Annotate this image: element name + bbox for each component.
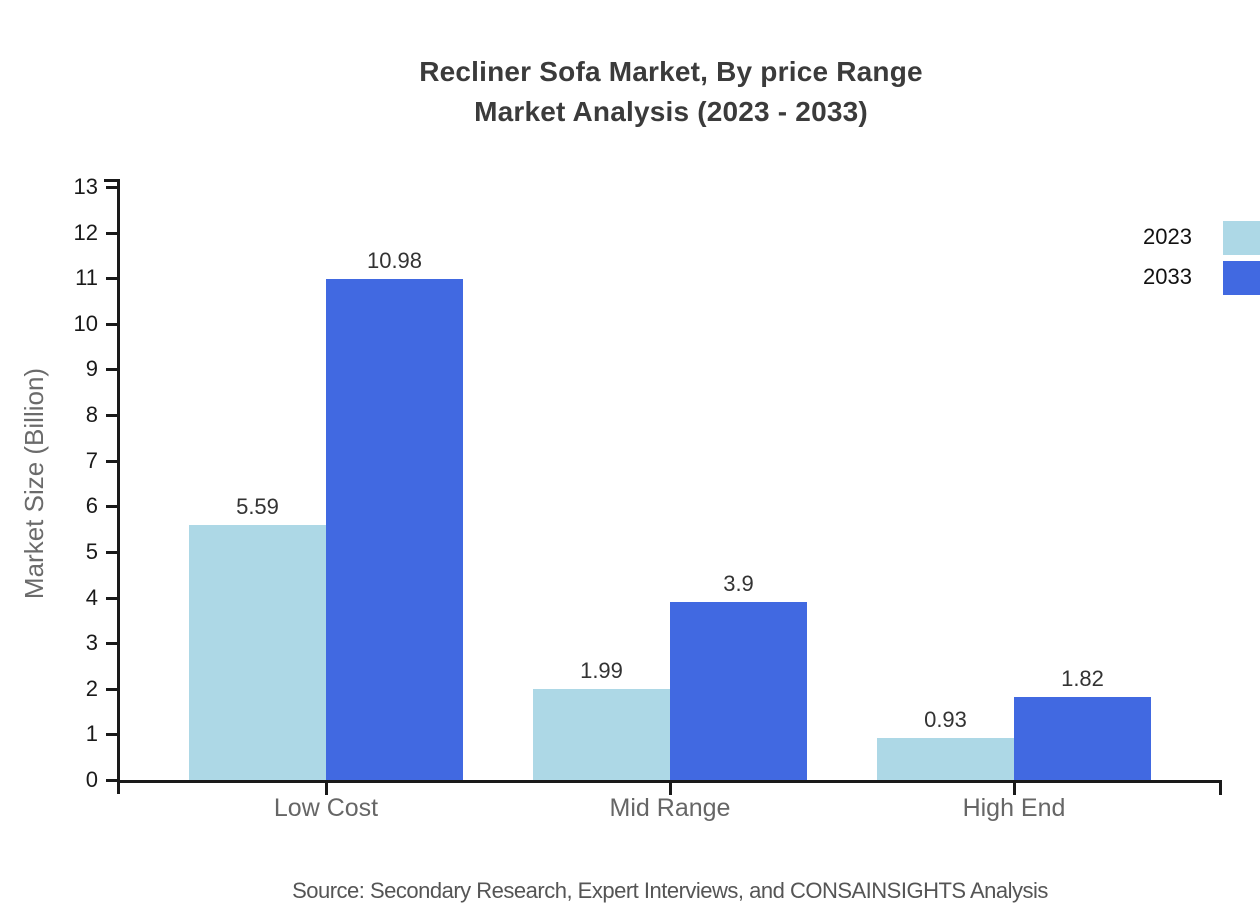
source-attribution: Source: Secondary Research, Expert Inter…	[292, 878, 1048, 903]
y-tick-8	[106, 414, 120, 418]
y-tick-1	[106, 733, 120, 737]
chart-title-line1: Recliner Sofa Market, By price Range	[419, 56, 923, 87]
y-tick-0	[106, 779, 120, 782]
y-tick-label-1: 1	[85, 721, 98, 747]
y-tick-label-12: 12	[73, 219, 98, 245]
chart-title: Recliner Sofa Market, By price Range Mar…	[80, 52, 1260, 132]
y-tick-label-3: 3	[85, 630, 98, 656]
y-tick-5	[106, 550, 120, 554]
value-label-2033-mid-range: 3.9	[723, 571, 754, 597]
legend-label-2023: 2023	[1143, 224, 1192, 249]
bar-2023-low-cost	[189, 525, 326, 780]
y-tick-label-10: 10	[73, 310, 98, 336]
x-tick-mid-range	[669, 780, 672, 795]
bar-2033-high-end	[1014, 696, 1151, 780]
y-tick-12	[106, 231, 120, 235]
y-tick-label-2: 2	[85, 675, 98, 701]
value-label-2033-low-cost: 10.98	[366, 248, 423, 274]
chart-title-line2: Market Analysis (2023 - 2033)	[474, 96, 868, 127]
legend-swatch-2023	[1223, 221, 1260, 255]
category-label-mid-range: Mid Range	[609, 794, 731, 822]
y-tick-label-4: 4	[85, 584, 98, 610]
value-label-2033-high-end: 1.82	[1061, 665, 1104, 691]
x-tick-high-end	[1013, 780, 1016, 795]
y-tick-10	[106, 322, 120, 326]
legend-swatch-2033	[1223, 261, 1260, 295]
y-tick-2	[106, 687, 120, 691]
y-tick-13	[106, 186, 120, 189]
y-tick-label-6: 6	[85, 493, 98, 519]
y-axis-end-cap	[104, 179, 120, 182]
x-axis-end-cap	[1219, 780, 1222, 795]
y-axis-line	[117, 179, 120, 794]
y-tick-label-13: 13	[73, 174, 98, 199]
y-tick-label-7: 7	[85, 447, 98, 473]
y-tick-label-9: 9	[85, 356, 98, 382]
category-label-low-cost: Low Cost	[273, 794, 379, 822]
y-tick-label-5: 5	[85, 538, 98, 564]
y-tick-6	[106, 505, 120, 509]
y-tick-9	[106, 368, 120, 372]
bar-2033-low-cost	[326, 279, 463, 780]
y-tick-label-0: 0	[85, 767, 98, 792]
y-tick-label-11: 11	[75, 265, 98, 291]
y-tick-4	[106, 596, 120, 600]
bar-2033-mid-range	[670, 602, 807, 780]
x-tick-low-cost	[325, 780, 328, 795]
category-label-high-end: High End	[962, 794, 1066, 822]
y-tick-label-8: 8	[85, 402, 98, 428]
y-tick-11	[106, 277, 120, 281]
legend-label-2033: 2033	[1143, 264, 1192, 289]
bar-2023-mid-range	[533, 689, 670, 780]
bar-2023-high-end	[877, 737, 1014, 780]
value-label-2023-high-end: 0.93	[924, 706, 967, 732]
value-label-2023-mid-range: 1.99	[580, 658, 623, 684]
value-label-2023-low-cost: 5.59	[236, 494, 279, 519]
y-tick-7	[106, 459, 120, 463]
y-tick-3	[106, 642, 120, 646]
